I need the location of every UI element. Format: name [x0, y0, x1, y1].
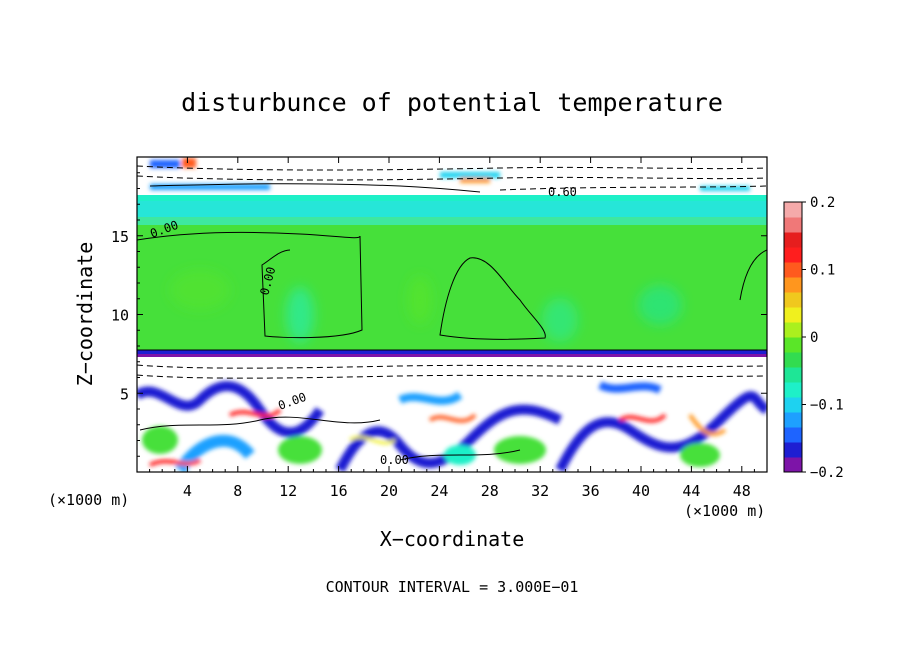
x-tick-label: 44 — [682, 482, 700, 500]
x-tick-label: 8 — [233, 482, 242, 500]
colorbar-swatch — [784, 457, 802, 473]
y-axis: 5 10 15 — [111, 172, 767, 457]
chart-title: disturbunce of potential temperature — [181, 88, 723, 117]
colorbar-tick-label: 0.2 — [810, 195, 835, 211]
colorbar: 0.2 0.1 0 −0.1 −0.2 — [783, 195, 844, 481]
colorbar-tick-label: 0 — [810, 330, 818, 346]
colorbar-swatch — [784, 367, 802, 383]
colorbar-tick-label: −0.1 — [810, 398, 844, 414]
plot-area: 0.60 0.00 0.00 0.00 0.00 — [137, 157, 767, 472]
colorbar-swatch — [784, 442, 802, 458]
colorbar-swatch — [784, 307, 802, 323]
colorbar-swatch — [784, 202, 802, 218]
colorbar-swatch — [784, 247, 802, 263]
field-upper-band — [137, 157, 767, 225]
x-tick-label: 28 — [481, 482, 499, 500]
colorbar-tick-label: 0.1 — [810, 263, 835, 279]
x-axis-label: X−coordinate — [380, 527, 525, 551]
x-axis: 4 8 12 16 20 24 28 32 36 40 44 48 — [149, 157, 755, 500]
colorbar-swatch — [784, 217, 802, 233]
x-tick-label: 24 — [430, 482, 448, 500]
y-tick-label: 10 — [111, 307, 129, 325]
colorbar-swatch — [784, 337, 802, 353]
x-tick-label: 36 — [582, 482, 600, 500]
y-tick-label: 5 — [120, 385, 129, 403]
x-tick-label: 4 — [183, 482, 192, 500]
x-tick-label: 12 — [279, 482, 297, 500]
colorbar-swatch — [784, 352, 802, 368]
colorbar-swatch — [784, 292, 802, 308]
contour-label-bottom: 0.00 — [380, 453, 409, 467]
x-tick-label: 48 — [733, 482, 751, 500]
x-tick-label: 40 — [632, 482, 650, 500]
contour-lines — [137, 165, 767, 461]
contour-interval-note: CONTOUR INTERVAL = 3.000E−01 — [326, 578, 579, 596]
x-tick-label: 16 — [330, 482, 348, 500]
field-mid-region — [170, 270, 682, 343]
colorbar-swatch — [784, 427, 802, 443]
colorbar-tick-label: −0.2 — [810, 465, 844, 481]
colorbar-swatch — [784, 382, 802, 398]
x-unit-right: (×1000 m) — [684, 502, 765, 520]
colorbar-swatch — [784, 277, 802, 293]
x-tick-label: 20 — [380, 482, 398, 500]
colorbar-swatch — [784, 412, 802, 428]
y-tick-label: 15 — [111, 228, 129, 246]
colorbar-swatch — [784, 397, 802, 413]
field-lower-layer — [137, 362, 767, 472]
x-unit-left: (×1000 m) — [48, 491, 129, 509]
y-axis-label: Z−coordinate — [73, 242, 97, 387]
field-tropopause — [137, 350, 767, 362]
contour-label-upper: 0.60 — [548, 185, 577, 199]
colorbar-swatch — [784, 232, 802, 248]
colorbar-swatch — [784, 262, 802, 278]
colorbar-swatch — [784, 322, 802, 338]
x-tick-label: 32 — [531, 482, 549, 500]
